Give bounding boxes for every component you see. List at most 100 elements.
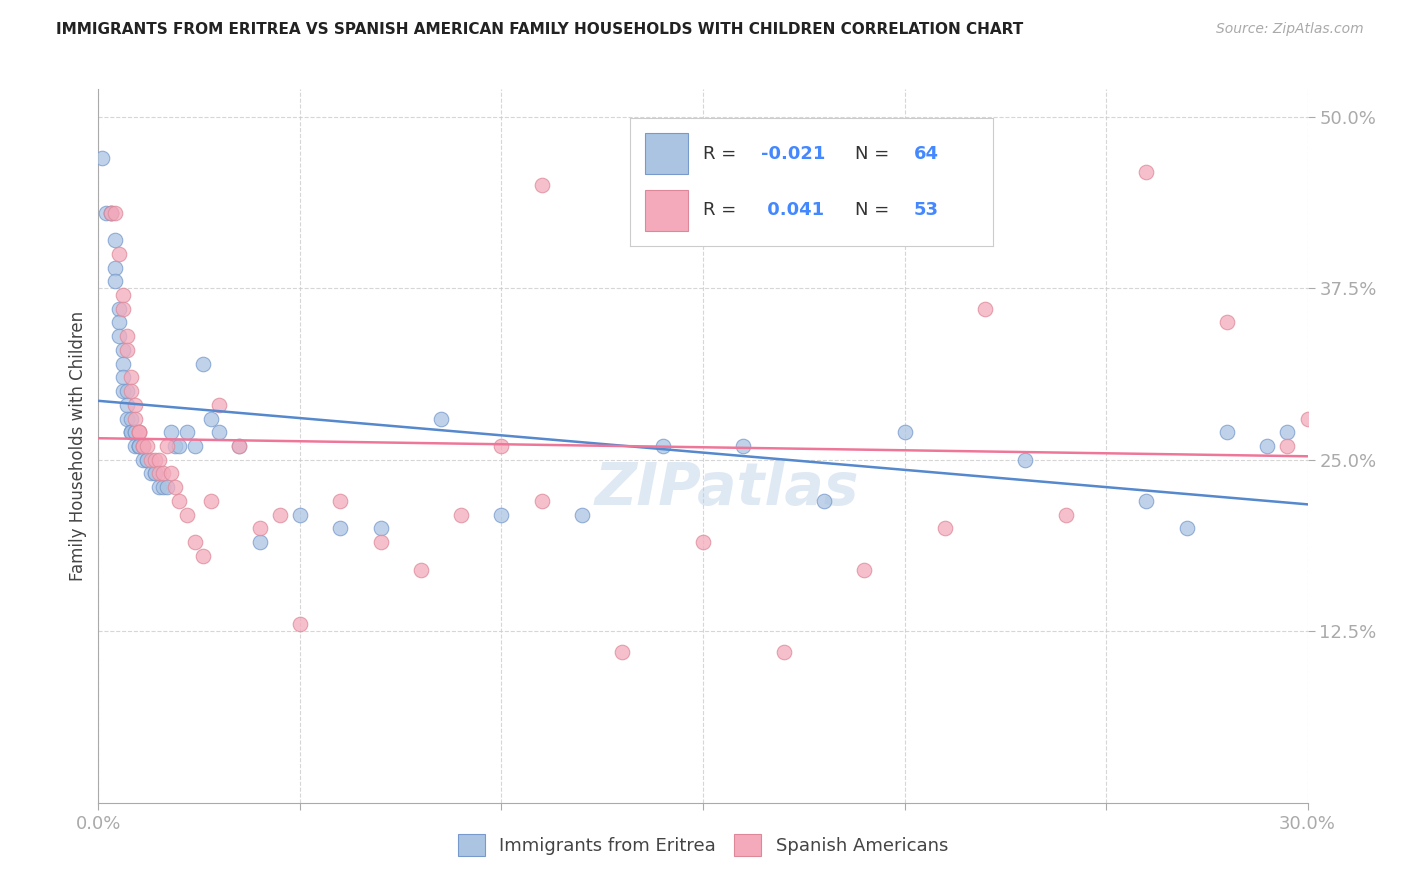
Point	[135, 439, 157, 453]
Point	[772, 645, 794, 659]
Point	[124, 425, 146, 440]
Point	[176, 425, 198, 440]
Text: ZIPatlas: ZIPatlas	[595, 460, 859, 517]
Point	[160, 425, 183, 440]
Point	[139, 452, 162, 467]
Point	[163, 439, 186, 453]
Point	[148, 452, 170, 467]
Point	[1014, 452, 1036, 467]
Point	[176, 508, 198, 522]
Point	[156, 439, 179, 453]
Point	[692, 535, 714, 549]
Point	[167, 439, 190, 453]
Point	[208, 398, 231, 412]
Point	[249, 535, 271, 549]
Point	[128, 439, 150, 453]
Point	[128, 425, 150, 440]
Point	[135, 452, 157, 467]
Point	[111, 343, 134, 357]
Point	[329, 521, 352, 535]
Point	[115, 384, 138, 398]
Point	[103, 233, 125, 247]
Point	[143, 452, 166, 467]
Point	[100, 205, 122, 219]
Point	[124, 398, 146, 412]
Point	[115, 411, 138, 425]
Point	[120, 370, 142, 384]
Point	[143, 467, 166, 481]
Point	[143, 467, 166, 481]
Point	[612, 645, 634, 659]
Point	[132, 439, 155, 453]
Point	[115, 398, 138, 412]
Point	[491, 508, 513, 522]
Point	[103, 205, 125, 219]
Point	[128, 439, 150, 453]
Point	[1277, 439, 1299, 453]
Point	[152, 480, 174, 494]
Point	[228, 439, 250, 453]
Point	[530, 494, 553, 508]
Point	[1054, 508, 1077, 522]
Point	[200, 411, 222, 425]
Point	[111, 357, 134, 371]
Point	[111, 370, 134, 384]
Point	[124, 439, 146, 453]
Point	[128, 439, 150, 453]
Point	[249, 521, 271, 535]
Point	[128, 425, 150, 440]
Point	[148, 467, 170, 481]
Point	[132, 452, 155, 467]
Point	[156, 480, 179, 494]
Point	[120, 425, 142, 440]
Point	[370, 535, 392, 549]
Point	[132, 439, 155, 453]
Point	[184, 439, 207, 453]
Point	[409, 562, 432, 576]
Point	[132, 439, 155, 453]
Point	[1175, 521, 1198, 535]
Point	[200, 494, 222, 508]
Point	[107, 247, 129, 261]
Point	[288, 617, 311, 632]
Point	[450, 508, 472, 522]
Point	[288, 508, 311, 522]
Point	[370, 521, 392, 535]
Point	[163, 480, 186, 494]
Y-axis label: Family Households with Children: Family Households with Children	[69, 311, 87, 581]
Point	[1277, 425, 1299, 440]
Text: Source: ZipAtlas.com: Source: ZipAtlas.com	[1216, 22, 1364, 37]
Point	[100, 205, 122, 219]
Point	[1256, 439, 1278, 453]
Point	[96, 205, 118, 219]
Point	[571, 508, 593, 522]
Point	[184, 535, 207, 549]
Point	[1296, 411, 1319, 425]
Point	[167, 494, 190, 508]
Point	[1135, 494, 1157, 508]
Point	[120, 411, 142, 425]
Point	[128, 425, 150, 440]
Point	[107, 329, 129, 343]
Point	[813, 494, 835, 508]
Point	[228, 439, 250, 453]
Point	[100, 205, 122, 219]
Point	[530, 178, 553, 193]
Point	[124, 425, 146, 440]
Point	[1216, 425, 1239, 440]
Point	[115, 329, 138, 343]
Point	[193, 549, 215, 563]
Point	[111, 301, 134, 316]
Point	[107, 316, 129, 330]
Point	[974, 301, 997, 316]
Point	[853, 562, 876, 576]
Point	[111, 384, 134, 398]
Point	[103, 274, 125, 288]
Point	[135, 452, 157, 467]
Point	[269, 508, 291, 522]
Point	[128, 439, 150, 453]
Point	[491, 439, 513, 453]
Point	[329, 494, 352, 508]
Point	[107, 301, 129, 316]
Point	[934, 521, 956, 535]
